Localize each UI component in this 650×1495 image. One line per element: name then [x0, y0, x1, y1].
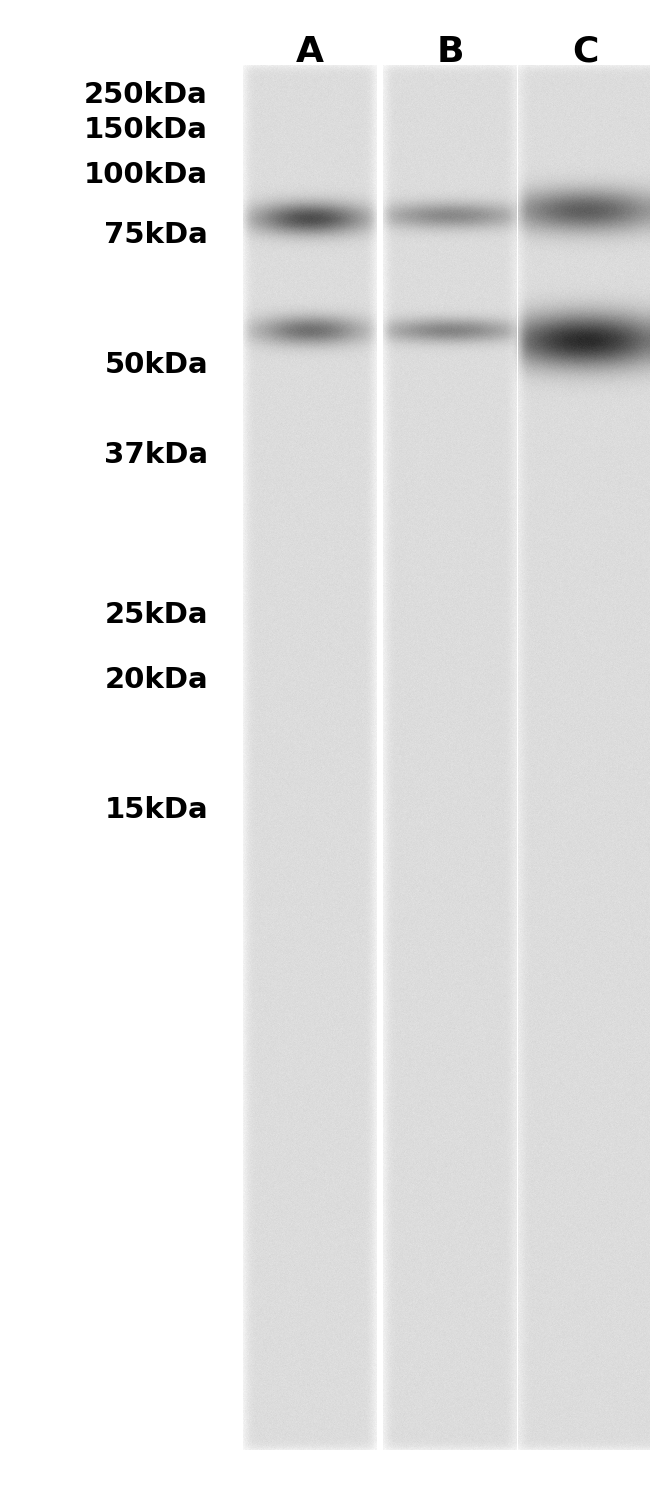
Text: 100kDa: 100kDa — [84, 161, 208, 188]
Text: 150kDa: 150kDa — [84, 117, 208, 144]
Text: A: A — [296, 34, 324, 69]
Text: 75kDa: 75kDa — [104, 221, 208, 250]
Text: 15kDa: 15kDa — [105, 795, 208, 824]
Text: 25kDa: 25kDa — [105, 601, 208, 629]
Text: 37kDa: 37kDa — [104, 441, 208, 469]
Text: C: C — [572, 34, 598, 69]
Text: 250kDa: 250kDa — [84, 81, 208, 109]
Text: 20kDa: 20kDa — [105, 665, 208, 694]
Text: 50kDa: 50kDa — [105, 351, 208, 380]
Text: B: B — [436, 34, 463, 69]
